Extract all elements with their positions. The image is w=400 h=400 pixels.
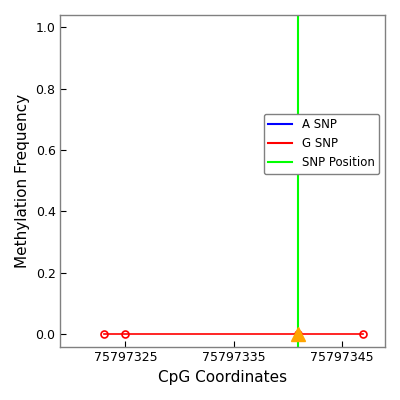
Y-axis label: Methylation Frequency: Methylation Frequency: [15, 94, 30, 268]
X-axis label: CpG Coordinates: CpG Coordinates: [158, 370, 287, 385]
Legend: A SNP, G SNP, SNP Position: A SNP, G SNP, SNP Position: [264, 114, 379, 174]
